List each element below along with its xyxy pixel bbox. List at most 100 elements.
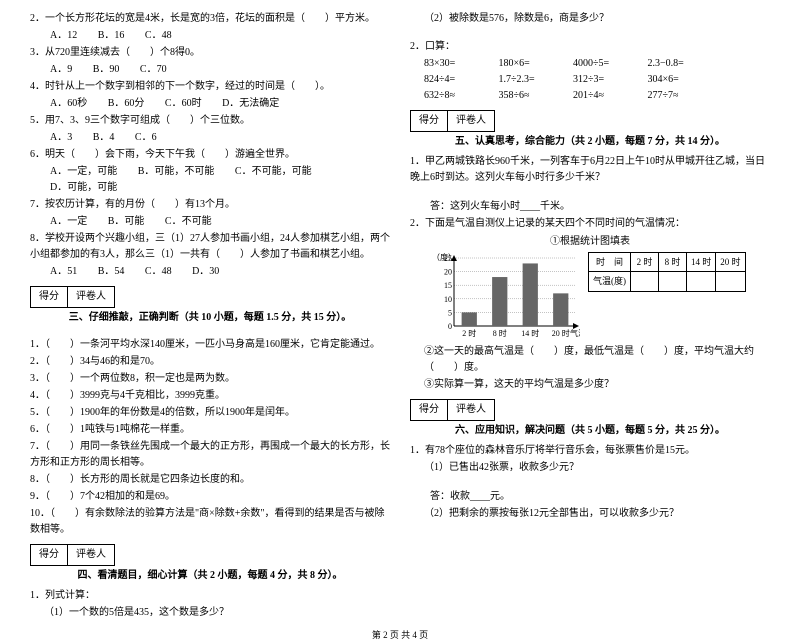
- svg-text:气温: 气温: [570, 328, 580, 338]
- calc-1a: （1）一个数的5倍是435，这个数是多少？: [30, 605, 390, 621]
- score-label: 得分: [30, 544, 68, 566]
- opt: D．无法确定: [222, 96, 279, 112]
- calc-2: 2．口算：: [410, 39, 770, 55]
- q6-options: A．一定，可能 B．可能，不可能 C．不可能，可能 D．可能，可能: [30, 164, 390, 196]
- q3-options: A．9 B．90 C．70: [30, 62, 390, 78]
- calc-cell: 201÷4≈: [573, 88, 645, 104]
- apply-1: 1．有78个座位的森林音乐厅将举行音乐会，每张票售价是15元。: [410, 443, 770, 459]
- problem-1: 1．甲乙两城铁路长960千米，一列客车于6月22日上午10时从甲城开往乙城，当日…: [410, 154, 770, 186]
- score-label: 得分: [30, 286, 68, 308]
- opt: C．不可能: [165, 214, 212, 230]
- calc-cell: 824÷4=: [424, 72, 496, 88]
- right-column: （2）被除数是576，除数是6，商是多少？ 2．口算： 83×30= 180×6…: [410, 10, 770, 622]
- svg-text:2 时: 2 时: [462, 328, 476, 338]
- calc-cell: 180×6=: [499, 56, 571, 72]
- svg-text:25: 25: [444, 254, 452, 263]
- question-8: 8．学校开设两个兴趣小组，三（1）27人参加书画小组，24人参加棋艺小组，两个小…: [30, 231, 390, 263]
- grader-label: 评卷人: [448, 399, 495, 421]
- table-header: 2 时: [631, 253, 659, 272]
- calc-1: 1．列式计算：: [30, 588, 390, 604]
- problem-2: 2．下面是气温自测仪上记录的某天四个不同时间的气温情况：: [410, 216, 770, 232]
- opt: C．60时: [165, 96, 202, 112]
- score-label: 得分: [410, 110, 448, 132]
- calc-cell: 358÷6≈: [499, 88, 571, 104]
- table-header-row: 时 间 2 时 8 时 14 时 20 时: [589, 253, 746, 272]
- table-data-row: 气温(度): [589, 272, 746, 291]
- table-cell: [631, 272, 659, 291]
- apply-1-answer: 答：收款____元。: [410, 489, 770, 505]
- opt: A．一定，可能: [50, 164, 117, 180]
- opt: A．60秒: [50, 96, 87, 112]
- question-2: 2．一个长方形花坛的宽是4米，长是宽的3倍，花坛的面积是（ ）平方米。: [30, 11, 390, 27]
- q7-options: A．一定 B．可能 C．不可能: [30, 214, 390, 230]
- temperature-table: 时 间 2 时 8 时 14 时 20 时 气温(度): [588, 252, 746, 292]
- page-footer: 第 2 页 共 4 页: [30, 628, 770, 642]
- svg-text:15: 15: [444, 281, 452, 290]
- judge-10: 10．（ ）有余数除法的验算方法是"商×除数+余数"，看得到的结果是否与被除数相…: [30, 506, 390, 538]
- left-column: 2．一个长方形花坛的宽是4米，长是宽的3倍，花坛的面积是（ ）平方米。 A．12…: [30, 10, 390, 622]
- svg-text:14 时: 14 时: [521, 328, 539, 338]
- calc-1b: （2）被除数是576，除数是6，商是多少？: [410, 11, 770, 27]
- judge-5: 5．（ ）1900年的年份数是4的倍数，所以1900年是闰年。: [30, 405, 390, 421]
- problem-1-answer: 答：这列火车每小时____千米。: [410, 199, 770, 215]
- opt: A．一定: [50, 214, 87, 230]
- calc-cell: 312÷3=: [573, 72, 645, 88]
- question-4: 4．时针从上一个数字到相邻的下一个数字，经过的时间是（ ）。: [30, 79, 390, 95]
- opt: A．51: [50, 264, 77, 280]
- table-row-label: 气温(度): [589, 272, 631, 291]
- table-header: 14 时: [687, 253, 716, 272]
- opt: B．4: [93, 130, 115, 146]
- opt: C．48: [145, 28, 172, 44]
- temperature-bar-chart: （度）25201510502 时8 时14 时20 时气温: [430, 252, 580, 342]
- table-header: 8 时: [659, 253, 687, 272]
- judge-8: 8．（ ）长方形的周长就是它四条边长度的和。: [30, 472, 390, 488]
- table-cell: [687, 272, 716, 291]
- calc-row-2: 824÷4= 1.7÷2.3= 312÷3= 304×6=: [410, 72, 770, 88]
- apply-1b: （2）把剩余的票按每张12元全部售出，可以收款多少元？: [410, 506, 770, 522]
- table-cell: [659, 272, 687, 291]
- opt: B．54: [98, 264, 125, 280]
- grader-label: 评卷人: [68, 544, 115, 566]
- question-3: 3．从720里连续减去（ ）个8得0。: [30, 45, 390, 61]
- opt: C．不可能，可能: [235, 164, 312, 180]
- opt: A．3: [50, 130, 72, 146]
- svg-text:20 时: 20 时: [552, 328, 570, 338]
- grader-label: 评卷人: [68, 286, 115, 308]
- svg-text:10: 10: [444, 295, 452, 304]
- score-box-5: 得分 评卷人: [410, 110, 770, 132]
- q8-options: A．51 B．54 C．48 D．30: [30, 264, 390, 280]
- calc-cell: 304×6=: [648, 72, 720, 88]
- opt: D．可能，可能: [50, 180, 117, 196]
- judge-6: 6．（ ）1吨铁与1吨棉花一样重。: [30, 422, 390, 438]
- score-box-4: 得分 评卷人: [30, 544, 390, 566]
- question-6: 6．明天（ ）会下雨，今天下午我（ ）游遍全世界。: [30, 147, 390, 163]
- svg-text:8 时: 8 时: [493, 328, 507, 338]
- opt: C．70: [140, 62, 167, 78]
- section-5-title: 五、认真思考，综合能力（共 2 小题，每题 7 分，共 14 分）。: [410, 134, 770, 150]
- apply-1a: （1）已售出42张票，收款多少元？: [410, 460, 770, 476]
- svg-text:0: 0: [448, 322, 452, 331]
- section-4-title: 四、看清题目，细心计算（共 2 小题，每题 4 分，共 8 分）。: [30, 568, 390, 584]
- judge-2: 2．（ ）34与46的和是70。: [30, 354, 390, 370]
- table-header: 时 间: [589, 253, 631, 272]
- calc-row-3: 632÷8≈ 358÷6≈ 201÷4≈ 277÷7≈: [410, 88, 770, 104]
- q5-options: A．3 B．4 C．6: [30, 130, 390, 146]
- chart-area: （度）25201510502 时8 时14 时20 时气温 时 间 2 时 8 …: [430, 252, 770, 342]
- q4-options: A．60秒 B．60分 C．60时 D．无法确定: [30, 96, 390, 112]
- opt: B．可能: [108, 214, 145, 230]
- section-6-title: 六、应用知识，解决问题（共 5 小题，每题 5 分，共 25 分）。: [410, 423, 770, 439]
- opt: C．48: [145, 264, 172, 280]
- grader-label: 评卷人: [448, 110, 495, 132]
- svg-text:20: 20: [444, 268, 452, 277]
- opt: B．16: [98, 28, 125, 44]
- opt: A．12: [50, 28, 77, 44]
- calc-cell: 4000÷5=: [573, 56, 645, 72]
- calc-cell: 83×30=: [424, 56, 496, 72]
- opt: C．6: [135, 130, 157, 146]
- score-box-6: 得分 评卷人: [410, 399, 770, 421]
- svg-text:5: 5: [448, 308, 452, 317]
- judge-9: 9．（ ）7个42相加的和是69。: [30, 489, 390, 505]
- opt: B．60分: [108, 96, 145, 112]
- calc-cell: 277÷7≈: [648, 88, 720, 104]
- judge-3: 3．（ ）一个两位数8，积一定也是两为数。: [30, 371, 390, 387]
